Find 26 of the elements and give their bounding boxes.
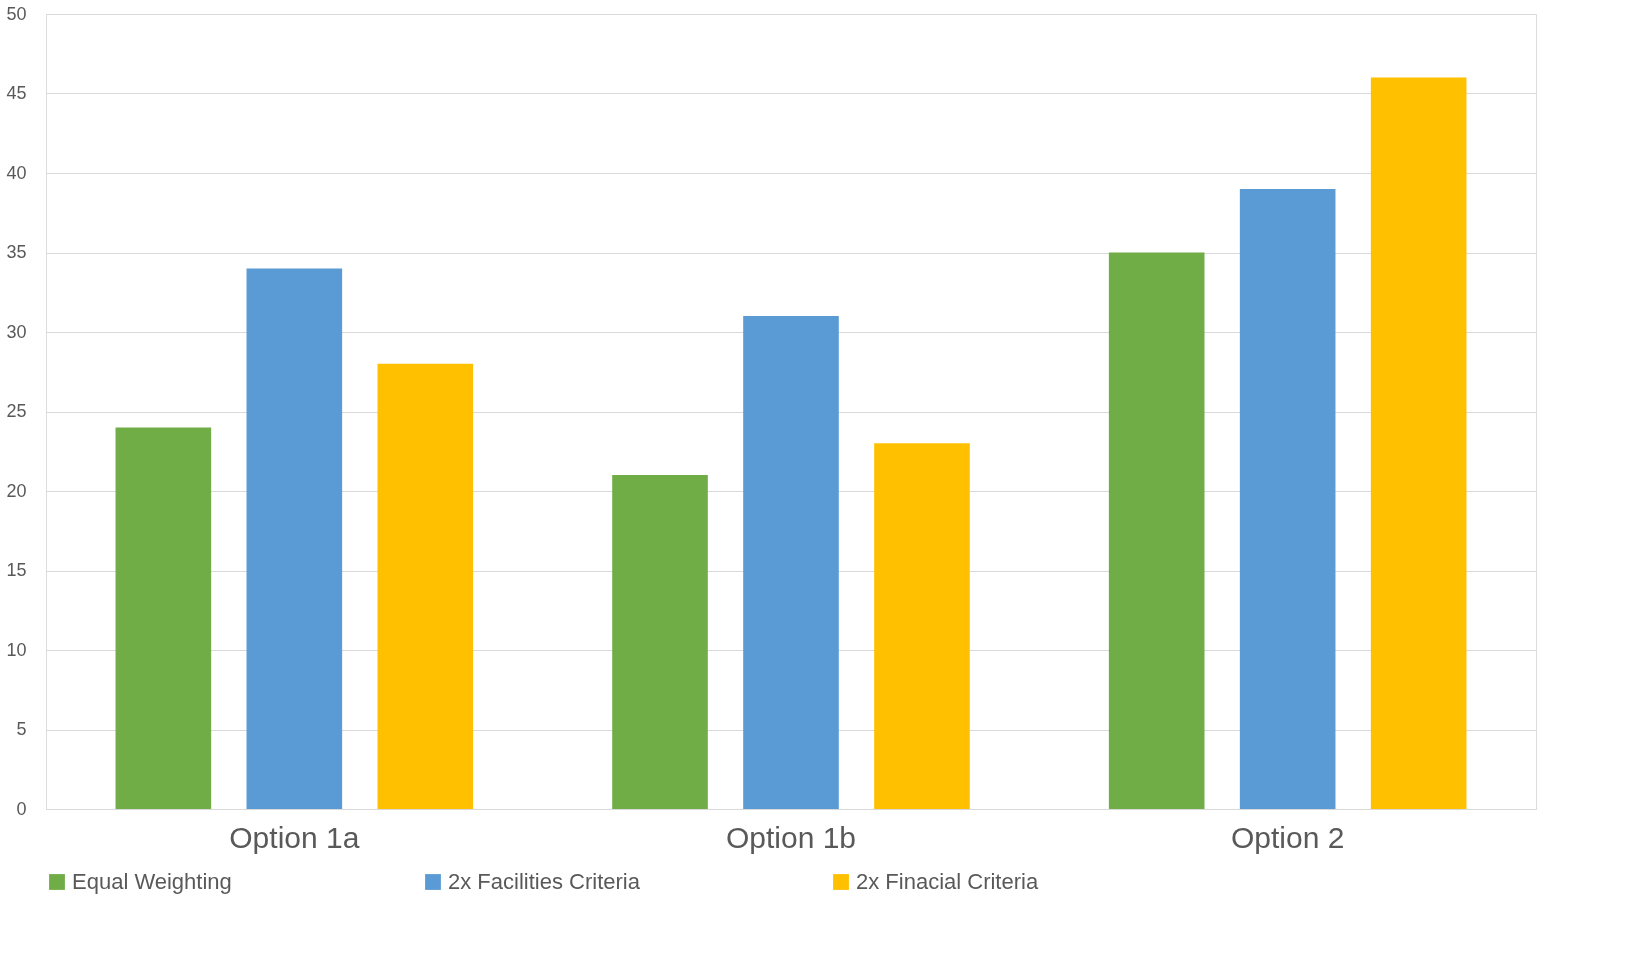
bar — [115, 427, 212, 809]
y-tick-label: 50 — [6, 3, 27, 24]
y-tick-label: 25 — [6, 401, 27, 421]
x-tick-label: Option 2 — [1230, 820, 1345, 854]
bar — [377, 363, 474, 809]
y-tick-label: 45 — [6, 83, 27, 103]
bar — [1108, 252, 1205, 809]
bar — [1370, 77, 1467, 809]
y-tick-label: 40 — [6, 162, 27, 183]
bar — [612, 475, 708, 809]
bar — [1239, 188, 1336, 809]
y-tick-label: 10 — [6, 639, 27, 660]
x-tick-label: Option 1b — [725, 820, 857, 854]
y-tick-label: 35 — [6, 242, 27, 262]
y-tick-label: 5 — [16, 719, 27, 739]
bar — [246, 268, 343, 809]
x-tick-label: Option 1a — [229, 820, 360, 854]
legend-label: Equal Weighting — [72, 869, 232, 894]
y-tick-label: 15 — [6, 560, 27, 580]
y-tick-label: 20 — [6, 480, 27, 501]
y-tick-label: 0 — [16, 798, 27, 819]
bar — [743, 316, 839, 809]
y-tick-label: 30 — [6, 321, 27, 342]
legend-label: 2x Finacial Criteria — [856, 869, 1039, 894]
legend-label: 2x Facilities Criteria — [448, 869, 641, 894]
bar — [874, 443, 970, 809]
